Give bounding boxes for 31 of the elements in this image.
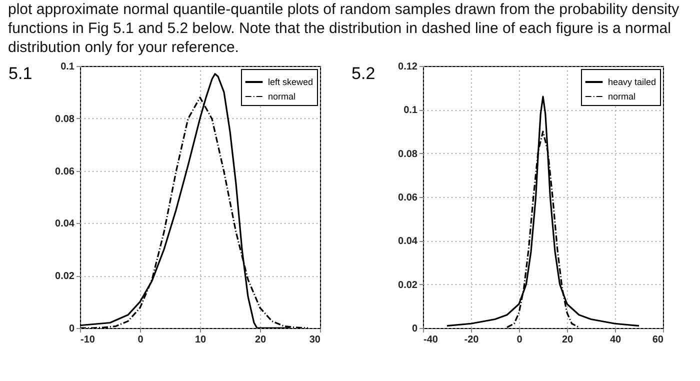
y-tick-label: 0.1 <box>60 62 75 72</box>
y-tick-label: 0.08 <box>55 114 75 125</box>
y-tick-label: 0 <box>412 324 418 334</box>
chart-title: 5.1 <box>8 64 32 83</box>
legend-label: heavy tailed <box>608 77 656 87</box>
legend-label: normal <box>608 92 636 102</box>
x-tick-label: 30 <box>309 334 321 346</box>
x-tick-label: -40 <box>424 334 438 346</box>
y-tick-label: 0.04 <box>55 218 75 230</box>
y-tick-label: 0.08 <box>398 148 418 160</box>
y-tick-label: 0.12 <box>398 62 418 72</box>
text: plot approximate normal quantile-quantile plots of random samples drawn from the probability density functions in Fig 5.1 and 5.2 below. Note that the distribution in dashed line of each figure is a normal distribution only for your reference. <box>8 0 680 57</box>
legend-label: left skewed <box>268 77 314 87</box>
x-tick-label: 20 <box>562 334 574 346</box>
y-tick-label: 0.04 <box>398 236 418 248</box>
legend-label: normal <box>268 92 296 102</box>
x-tick-label: 10 <box>194 334 206 346</box>
x-tick-label: 0 <box>138 334 144 346</box>
y-tick-label: 0.02 <box>398 280 418 291</box>
x-tick-label: 0 <box>516 334 523 346</box>
x-tick-label: 20 <box>254 334 266 346</box>
x-tick-label: -20 <box>464 334 480 346</box>
x-tick-label: 40 <box>610 334 622 346</box>
y-tick-label: 0.02 <box>55 271 75 282</box>
y-tick-label: 0 <box>68 324 75 334</box>
y-tick-label: 0.1 <box>404 105 418 116</box>
y-tick-label: 0.06 <box>398 192 418 204</box>
y-tick-label: 0.06 <box>55 166 75 178</box>
x-tick-label: -10 <box>80 334 96 346</box>
x-tick-label: 60 <box>652 334 664 346</box>
chart-title: 5.2 <box>352 64 376 83</box>
